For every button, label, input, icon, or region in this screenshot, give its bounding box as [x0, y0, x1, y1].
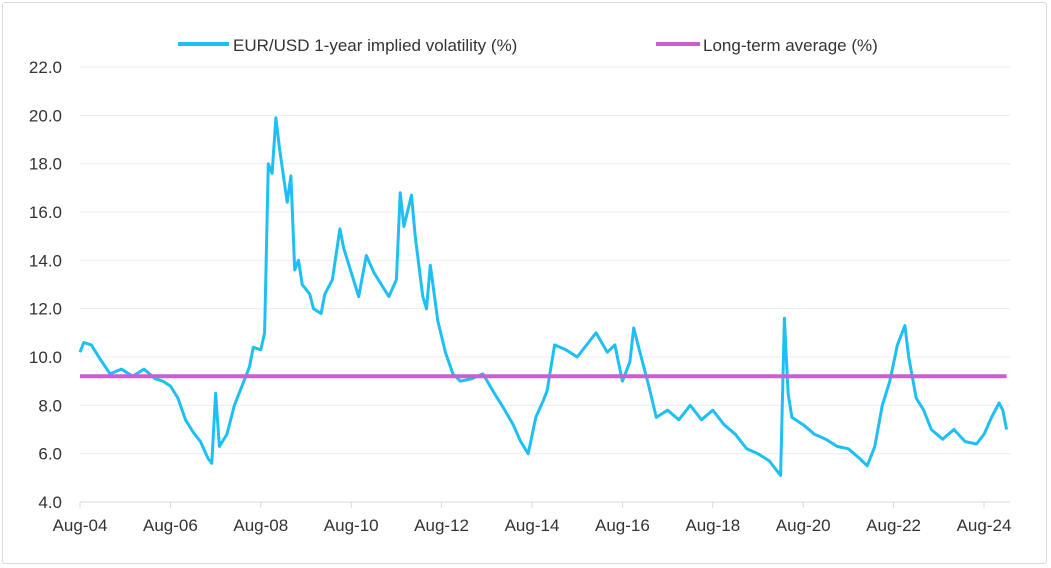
legend-label-average: Long-term average (%) — [703, 36, 878, 55]
y-tick-label: 22.0 — [29, 58, 62, 77]
y-tick-label: 16.0 — [29, 203, 62, 222]
y-tick-label: 8.0 — [38, 396, 62, 415]
y-tick-label: 18.0 — [29, 155, 62, 174]
legend: EUR/USD 1-year implied volatility (%) Lo… — [178, 36, 878, 55]
x-tick-label: Aug-08 — [233, 516, 288, 535]
x-tick-label: Aug-04 — [53, 516, 108, 535]
x-axis: Aug-04 Aug-06 Aug-08 Aug-10 Aug-12 Aug-14 Aug-… — [53, 501, 1012, 535]
y-tick-label: 10.0 — [29, 348, 62, 367]
y-tick-label: 14.0 — [29, 251, 62, 270]
x-tick-label: Aug-18 — [685, 516, 740, 535]
series-line-volatility — [78, 116, 1009, 477]
x-tick-label: Aug-16 — [595, 516, 650, 535]
x-tick-label: Aug-20 — [776, 516, 831, 535]
y-tick-label: 6.0 — [38, 445, 62, 464]
x-tick-label: Aug-22 — [866, 516, 921, 535]
y-tick-label: 20.0 — [29, 106, 62, 125]
y-tick-label: 4.0 — [38, 493, 62, 512]
x-tick-label: Aug-14 — [505, 516, 560, 535]
series-lines — [78, 116, 1009, 477]
y-axis: 4.0 6.0 8.0 10.0 12.0 14.0 16.0 18.0 20.0 22.0 — [29, 58, 62, 512]
x-tick-label: Aug-10 — [324, 516, 379, 535]
x-tick-label: Aug-06 — [143, 516, 198, 535]
x-tick-label: Aug-24 — [957, 516, 1012, 535]
y-tick-label: 12.0 — [29, 300, 62, 319]
legend-label-volatility: EUR/USD 1-year implied volatility (%) — [233, 36, 517, 55]
x-tick-label: Aug-12 — [414, 516, 469, 535]
